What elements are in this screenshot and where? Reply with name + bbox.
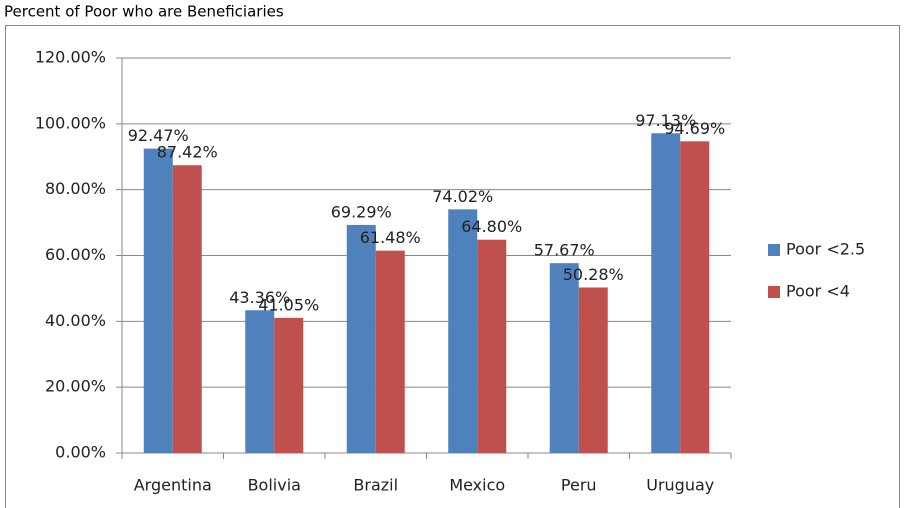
data-label: 41.05% bbox=[258, 295, 319, 314]
data-label: 43.36% bbox=[229, 288, 290, 307]
bar bbox=[578, 287, 608, 453]
bar bbox=[143, 148, 173, 454]
legend-label: Poor <2.5 bbox=[786, 240, 865, 259]
y-tick-label: 20.00% bbox=[45, 377, 106, 396]
x-tick-label: Mexico bbox=[449, 476, 505, 495]
y-tick-label: 0.00% bbox=[55, 443, 106, 462]
data-label: 50.28% bbox=[563, 265, 624, 284]
x-tick-label: Argentina bbox=[134, 476, 212, 495]
data-label: 74.02% bbox=[432, 187, 493, 206]
data-label: 94.69% bbox=[664, 119, 725, 138]
x-tick-label: Bolivia bbox=[248, 476, 301, 495]
y-tick-label: 60.00% bbox=[45, 245, 106, 264]
bar bbox=[549, 263, 579, 453]
data-label: 87.42% bbox=[157, 143, 218, 162]
bar bbox=[172, 165, 202, 453]
bar bbox=[651, 133, 681, 454]
bar bbox=[274, 317, 304, 453]
bar bbox=[245, 310, 275, 453]
x-tick-label: Peru bbox=[561, 476, 597, 495]
data-label: 57.67% bbox=[534, 241, 595, 260]
legend-label: Poor <4 bbox=[786, 282, 850, 301]
bar bbox=[346, 224, 376, 453]
legend-swatch bbox=[768, 244, 780, 256]
data-label: 97.13% bbox=[635, 111, 696, 130]
bar bbox=[477, 239, 507, 453]
y-tick-label: 100.00% bbox=[35, 113, 106, 132]
data-label: 69.29% bbox=[331, 202, 392, 221]
legend-swatch bbox=[768, 286, 780, 298]
y-tick-label: 120.00% bbox=[35, 48, 106, 67]
bar bbox=[680, 141, 710, 454]
chart-title: Percent of Poor who are Beneficiaries bbox=[4, 3, 284, 21]
x-tick-label: Brazil bbox=[353, 476, 398, 495]
x-tick-label: Uruguay bbox=[646, 476, 714, 495]
data-label: 64.80% bbox=[461, 217, 522, 236]
y-tick-label: 40.00% bbox=[45, 311, 106, 330]
bar bbox=[448, 209, 478, 453]
y-tick-label: 80.00% bbox=[45, 179, 106, 198]
bar bbox=[375, 250, 405, 453]
data-label: 61.48% bbox=[360, 228, 421, 247]
data-label: 92.47% bbox=[128, 126, 189, 145]
